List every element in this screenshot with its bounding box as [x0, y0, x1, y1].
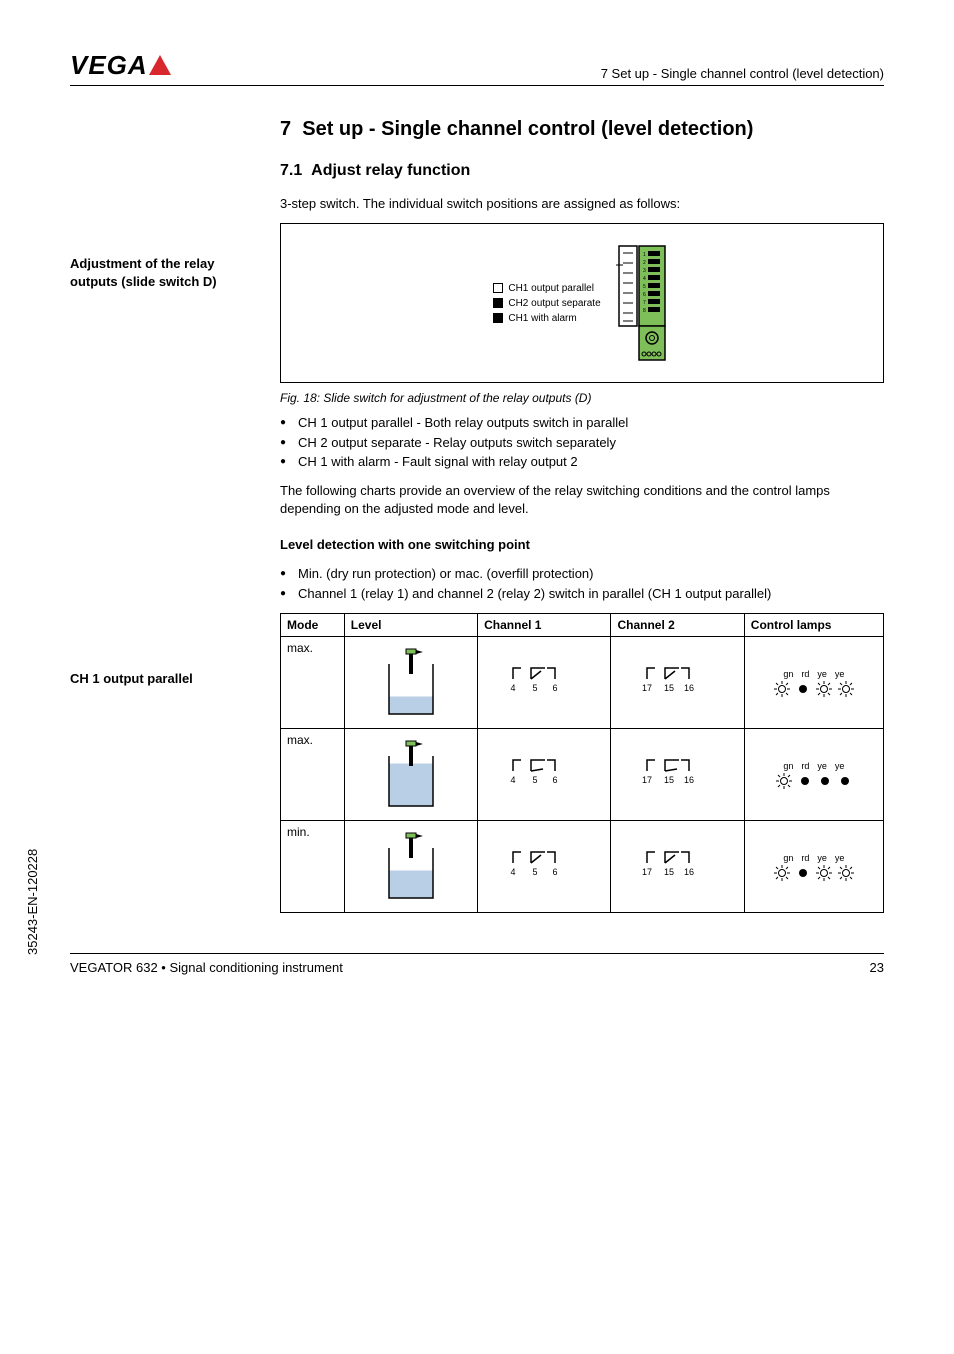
- switch-mode-bullets: CH 1 output parallel - Both relay output…: [280, 413, 884, 472]
- page-header: VEGA 7 Set up - Single channel control (…: [70, 50, 884, 86]
- svg-text:15: 15: [664, 867, 674, 877]
- table-header: Control lamps: [744, 614, 883, 637]
- footer-text: VEGATOR 632 • Signal conditioning instru…: [70, 960, 343, 975]
- subsection-title: 7.1 Adjust relay function: [280, 162, 884, 180]
- lamps-cell: gnrdyeye: [744, 729, 883, 821]
- svg-text:17: 17: [642, 683, 652, 693]
- bullet-item: CH 1 with alarm - Fault signal with rela…: [298, 452, 884, 472]
- svg-text:5: 5: [533, 867, 538, 877]
- lamps-cell: gnrdyeye: [744, 821, 883, 913]
- level-cell: [344, 729, 477, 821]
- svg-text:5: 5: [533, 683, 538, 693]
- figure-caption: Fig. 18: Slide switch for adjustment of …: [280, 391, 884, 405]
- table-header: Mode: [281, 614, 345, 637]
- level-detection-bullets: Min. (dry run protection) or mac. (overf…: [280, 564, 884, 603]
- overview-paragraph: The following charts provide an overview…: [280, 482, 884, 518]
- section-title: 7 Set up - Single channel control (level…: [280, 116, 884, 142]
- svg-text:5: 5: [643, 284, 646, 290]
- svg-text:1: 1: [643, 252, 646, 258]
- svg-text:6: 6: [553, 683, 558, 693]
- svg-text:15: 15: [664, 775, 674, 785]
- switch-box-icon: [493, 313, 503, 323]
- table-row: max. 4 5 6 17 15 16 gnrdyeye: [281, 729, 884, 821]
- switch-position-labels: CH1 output parallel CH2 output separate …: [493, 281, 600, 326]
- level-cell: [344, 821, 477, 913]
- lamps-cell: gnrdyeye: [744, 637, 883, 729]
- page-number: 23: [870, 960, 884, 975]
- document-number: 35243-EN-120228: [25, 849, 40, 955]
- svg-text:6: 6: [553, 867, 558, 877]
- channel1-cell: 4 5 6: [478, 729, 611, 821]
- table-row: max. 4 5 6 17 15 16 gnrdyeye: [281, 637, 884, 729]
- page-footer: VEGATOR 632 • Signal conditioning instru…: [70, 953, 884, 975]
- sidebar-ch1-parallel-label: CH 1 output parallel: [70, 670, 260, 688]
- intro-text: 3-step switch. The individual switch pos…: [280, 195, 884, 213]
- bullet-item: Channel 1 (relay 1) and channel 2 (relay…: [298, 584, 884, 604]
- svg-text:5: 5: [533, 775, 538, 785]
- table-row: min. 4 5 6 17 15 16 gnrdyeye: [281, 821, 884, 913]
- svg-text:7: 7: [643, 300, 646, 306]
- bullet-item: CH 2 output separate - Relay outputs swi…: [298, 433, 884, 453]
- module-icon: 1 2 3 4 5 6 7 8: [616, 243, 671, 363]
- breadcrumb: 7 Set up - Single channel control (level…: [601, 66, 884, 81]
- svg-text:16: 16: [684, 683, 694, 693]
- level-detection-heading: Level detection with one switching point: [280, 536, 884, 554]
- bullet-item: CH 1 output parallel - Both relay output…: [298, 413, 884, 433]
- channel2-cell: 17 15 16: [611, 821, 744, 913]
- slide-switch-figure: CH1 output parallel CH2 output separate …: [280, 223, 884, 383]
- svg-text:16: 16: [684, 867, 694, 877]
- table-header: Channel 2: [611, 614, 744, 637]
- switch-box-icon: [493, 283, 503, 293]
- svg-text:4: 4: [643, 276, 646, 282]
- svg-text:15: 15: [664, 683, 674, 693]
- channel2-cell: 17 15 16: [611, 729, 744, 821]
- svg-text:6: 6: [553, 775, 558, 785]
- channel1-cell: 4 5 6: [478, 637, 611, 729]
- subsection-number: 7.1: [280, 162, 302, 179]
- svg-text:17: 17: [642, 867, 652, 877]
- sidebar-adjustment-label: Adjustment of the relay outputs (slide s…: [70, 255, 260, 291]
- bullet-item: Min. (dry run protection) or mac. (overf…: [298, 564, 884, 584]
- svg-text:3: 3: [643, 268, 646, 274]
- relay-switching-table: Mode Level Channel 1 Channel 2 Control l…: [280, 613, 884, 913]
- switch-label-1: CH1 output parallel: [508, 281, 594, 296]
- svg-text:4: 4: [511, 683, 516, 693]
- level-cell: [344, 637, 477, 729]
- switch-label-3: CH1 with alarm: [508, 311, 576, 326]
- svg-text:6: 6: [643, 292, 646, 298]
- section-title-text: Set up - Single channel control (level d…: [302, 118, 753, 140]
- channel1-cell: 4 5 6: [478, 821, 611, 913]
- subsection-title-text: Adjust relay function: [311, 162, 470, 179]
- switch-label-2: CH2 output separate: [508, 296, 600, 311]
- svg-text:2: 2: [643, 260, 646, 266]
- svg-text:4: 4: [511, 867, 516, 877]
- mode-cell: max.: [281, 729, 345, 821]
- mode-cell: max.: [281, 637, 345, 729]
- vega-logo: VEGA: [70, 50, 171, 81]
- svg-text:17: 17: [642, 775, 652, 785]
- mode-cell: min.: [281, 821, 345, 913]
- logo-text: VEGA: [70, 50, 148, 81]
- section-number: 7: [280, 118, 291, 140]
- svg-text:16: 16: [684, 775, 694, 785]
- table-header: Level: [344, 614, 477, 637]
- channel2-cell: 17 15 16: [611, 637, 744, 729]
- svg-text:4: 4: [511, 775, 516, 785]
- table-header: Channel 1: [478, 614, 611, 637]
- logo-triangle-icon: [149, 53, 171, 78]
- switch-box-icon: [493, 298, 503, 308]
- svg-text:8: 8: [643, 308, 646, 314]
